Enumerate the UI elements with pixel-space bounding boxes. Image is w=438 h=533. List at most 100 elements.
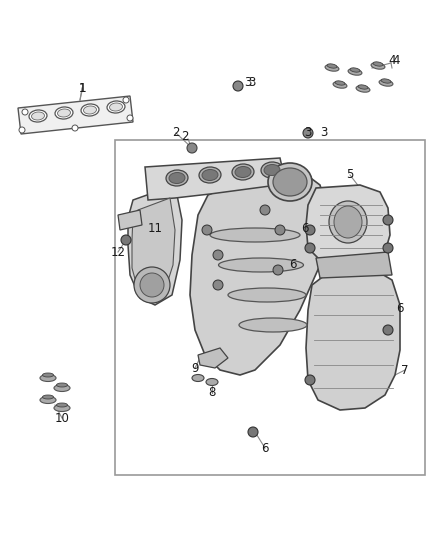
Polygon shape: [198, 348, 228, 368]
Text: 1: 1: [78, 82, 86, 94]
Polygon shape: [128, 185, 182, 305]
Ellipse shape: [81, 104, 99, 116]
Circle shape: [248, 427, 258, 437]
Text: 3: 3: [304, 126, 312, 140]
Ellipse shape: [356, 86, 370, 92]
Circle shape: [187, 143, 197, 153]
Circle shape: [233, 81, 243, 91]
Circle shape: [140, 273, 164, 297]
Polygon shape: [190, 170, 330, 375]
Text: 6: 6: [301, 222, 309, 235]
Ellipse shape: [54, 384, 70, 392]
Ellipse shape: [261, 162, 283, 178]
Ellipse shape: [206, 378, 218, 385]
Text: 10: 10: [55, 411, 70, 424]
Circle shape: [213, 280, 223, 290]
Ellipse shape: [334, 206, 362, 238]
Ellipse shape: [235, 166, 251, 177]
Text: 6: 6: [396, 302, 404, 314]
Text: 8: 8: [208, 386, 215, 400]
Ellipse shape: [42, 373, 53, 377]
Ellipse shape: [273, 168, 307, 196]
Circle shape: [127, 115, 133, 121]
Text: 3: 3: [244, 76, 252, 88]
Text: 3: 3: [248, 76, 255, 88]
Text: 4: 4: [392, 53, 399, 67]
Ellipse shape: [169, 173, 185, 183]
Ellipse shape: [358, 85, 368, 89]
Text: 3: 3: [320, 126, 327, 140]
Circle shape: [383, 243, 393, 253]
Ellipse shape: [110, 103, 123, 111]
Ellipse shape: [325, 65, 339, 71]
Ellipse shape: [264, 165, 280, 175]
Ellipse shape: [54, 405, 70, 411]
Ellipse shape: [327, 64, 337, 68]
Text: 1: 1: [78, 82, 86, 94]
Circle shape: [72, 125, 78, 131]
Ellipse shape: [166, 170, 188, 186]
Circle shape: [134, 267, 170, 303]
Polygon shape: [316, 252, 392, 278]
Ellipse shape: [199, 167, 221, 183]
Ellipse shape: [40, 375, 56, 382]
Circle shape: [275, 225, 285, 235]
Ellipse shape: [379, 80, 393, 86]
Ellipse shape: [192, 375, 204, 382]
Text: 6: 6: [289, 259, 297, 271]
Circle shape: [213, 250, 223, 260]
Ellipse shape: [381, 79, 391, 83]
Circle shape: [273, 265, 283, 275]
Bar: [115, 140, 425, 475]
Ellipse shape: [329, 201, 367, 243]
Ellipse shape: [57, 109, 71, 117]
Polygon shape: [145, 158, 285, 200]
Text: 11: 11: [148, 222, 162, 235]
Ellipse shape: [57, 383, 67, 387]
Circle shape: [202, 225, 212, 235]
Ellipse shape: [202, 169, 218, 181]
Polygon shape: [118, 210, 142, 230]
Ellipse shape: [219, 258, 304, 272]
Ellipse shape: [333, 82, 347, 88]
Ellipse shape: [228, 288, 306, 302]
Ellipse shape: [373, 62, 383, 66]
Ellipse shape: [239, 318, 307, 332]
Text: 4: 4: [388, 53, 396, 67]
Ellipse shape: [29, 110, 47, 122]
Text: 7: 7: [401, 364, 409, 376]
Polygon shape: [306, 270, 400, 410]
Circle shape: [305, 375, 315, 385]
Circle shape: [121, 235, 131, 245]
Text: 6: 6: [261, 441, 269, 455]
Ellipse shape: [57, 403, 67, 407]
Circle shape: [383, 325, 393, 335]
Circle shape: [383, 215, 393, 225]
Ellipse shape: [348, 69, 362, 75]
Ellipse shape: [350, 68, 360, 72]
Ellipse shape: [40, 397, 56, 403]
Text: 9: 9: [191, 361, 199, 375]
Circle shape: [19, 127, 25, 133]
Ellipse shape: [32, 112, 45, 120]
Circle shape: [22, 109, 28, 115]
Ellipse shape: [268, 163, 312, 201]
Ellipse shape: [371, 63, 385, 69]
Ellipse shape: [84, 106, 96, 114]
Circle shape: [123, 97, 129, 103]
Polygon shape: [18, 96, 133, 134]
Ellipse shape: [55, 107, 73, 119]
Text: 2: 2: [172, 126, 180, 140]
Circle shape: [305, 243, 315, 253]
Circle shape: [260, 205, 270, 215]
Ellipse shape: [42, 395, 53, 399]
Text: 12: 12: [110, 246, 126, 259]
Polygon shape: [306, 185, 390, 262]
Ellipse shape: [335, 81, 345, 85]
Ellipse shape: [210, 228, 300, 242]
Circle shape: [303, 128, 313, 138]
Ellipse shape: [232, 164, 254, 180]
Text: 5: 5: [346, 168, 354, 182]
Text: 2: 2: [181, 130, 189, 142]
Circle shape: [305, 225, 315, 235]
